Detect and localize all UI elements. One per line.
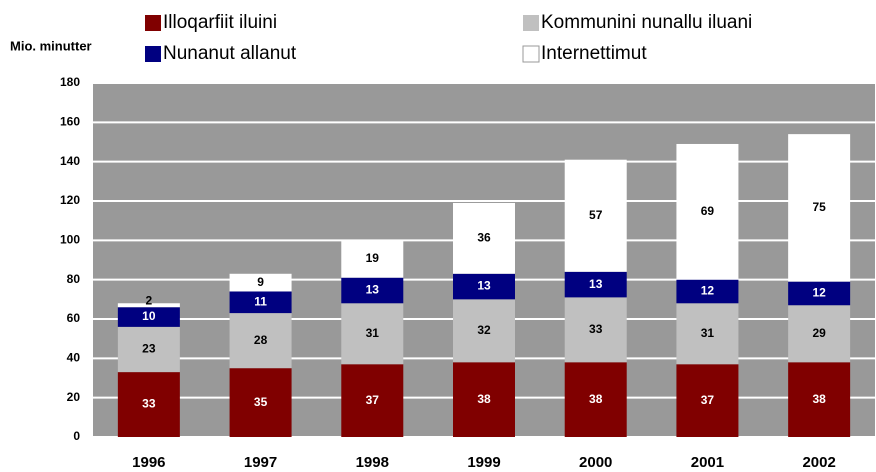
data-label: 13 (589, 277, 603, 291)
y-tick-label: 120 (60, 193, 80, 207)
legend-label: Illoqarfiit iluini (163, 12, 277, 33)
data-label: 69 (701, 204, 715, 218)
data-label: 28 (254, 333, 268, 347)
legend-swatch (145, 46, 161, 62)
data-label: 2 (146, 293, 153, 307)
data-label: 38 (589, 392, 603, 406)
bar-segment (676, 143, 739, 280)
bar-segment (117, 326, 180, 373)
bar-segment (788, 362, 851, 437)
data-label: 31 (366, 326, 380, 340)
y-tick-label: 80 (67, 272, 81, 286)
bar-segment (788, 281, 851, 306)
x-tick-label: 1999 (467, 454, 500, 471)
bar-segment (341, 240, 404, 278)
x-tick-label: 2002 (802, 454, 835, 471)
data-label: 75 (812, 200, 826, 214)
data-label: 35 (254, 395, 268, 409)
legend-swatch (145, 15, 161, 31)
bar-segment (341, 364, 404, 437)
bar-segment (453, 299, 515, 363)
y-axis-label: Mio. minutter (10, 38, 92, 53)
data-label: 32 (477, 323, 491, 337)
x-tick-label: 2001 (691, 454, 724, 471)
bar-segment (676, 279, 739, 304)
legend-swatch (523, 15, 539, 31)
data-label: 37 (366, 393, 380, 407)
bar-segment (117, 303, 180, 308)
data-label: 37 (701, 393, 715, 407)
bar-segment (453, 202, 515, 274)
y-tick-label: 180 (60, 75, 80, 89)
bar-segment (676, 364, 739, 437)
data-label: 33 (589, 322, 603, 336)
x-tick-label: 1996 (132, 454, 165, 471)
y-tick-label: 0 (73, 429, 80, 443)
data-label: 31 (701, 326, 715, 340)
legend-label: Nunanut allanut (163, 43, 297, 64)
y-tick-label: 140 (60, 154, 80, 168)
legend-swatch (522, 45, 540, 63)
data-label: 57 (589, 208, 603, 222)
data-label: 13 (477, 279, 491, 293)
bar-segment (676, 303, 739, 365)
data-label: 19 (366, 251, 380, 265)
bar-segment (453, 273, 515, 300)
data-label: 12 (812, 286, 826, 300)
data-label: 11 (254, 294, 267, 308)
y-tick-label: 40 (67, 351, 81, 365)
y-tick-label: 20 (67, 390, 81, 404)
data-label: 36 (477, 231, 491, 245)
data-label: 38 (477, 392, 491, 406)
bar-segment (564, 362, 627, 437)
bar-segment (564, 159, 627, 272)
data-label: 10 (142, 309, 156, 323)
data-label: 33 (142, 397, 156, 411)
y-tick-label: 160 (60, 115, 80, 129)
legend-label: Internettimut (541, 43, 647, 64)
bar-segment (788, 305, 851, 363)
bar-segment (564, 297, 627, 363)
data-label: 12 (701, 284, 715, 298)
bar-segment (788, 134, 851, 282)
bar-segment (117, 307, 180, 327)
legend-label: Kommunini nunallu iluani (541, 12, 752, 33)
bar-segment (229, 313, 292, 369)
bar-segment (341, 277, 404, 304)
data-label: 23 (142, 342, 156, 356)
bar-segment (453, 362, 515, 437)
bar-segment (341, 303, 404, 365)
bar-segment (229, 273, 292, 292)
bar-segment (117, 372, 180, 437)
bar-segment (564, 271, 627, 298)
x-tick-label: 2000 (579, 454, 612, 471)
y-tick-label: 60 (67, 311, 81, 325)
x-tick-label: 1997 (244, 454, 277, 471)
y-tick-label: 100 (60, 233, 80, 247)
data-label: 29 (812, 326, 826, 340)
bar-segment (229, 368, 292, 437)
x-tick-label: 1998 (356, 454, 389, 471)
data-label: 9 (257, 275, 264, 289)
data-label: 13 (366, 283, 380, 297)
data-label: 38 (812, 392, 826, 406)
bar-segment (229, 291, 292, 314)
